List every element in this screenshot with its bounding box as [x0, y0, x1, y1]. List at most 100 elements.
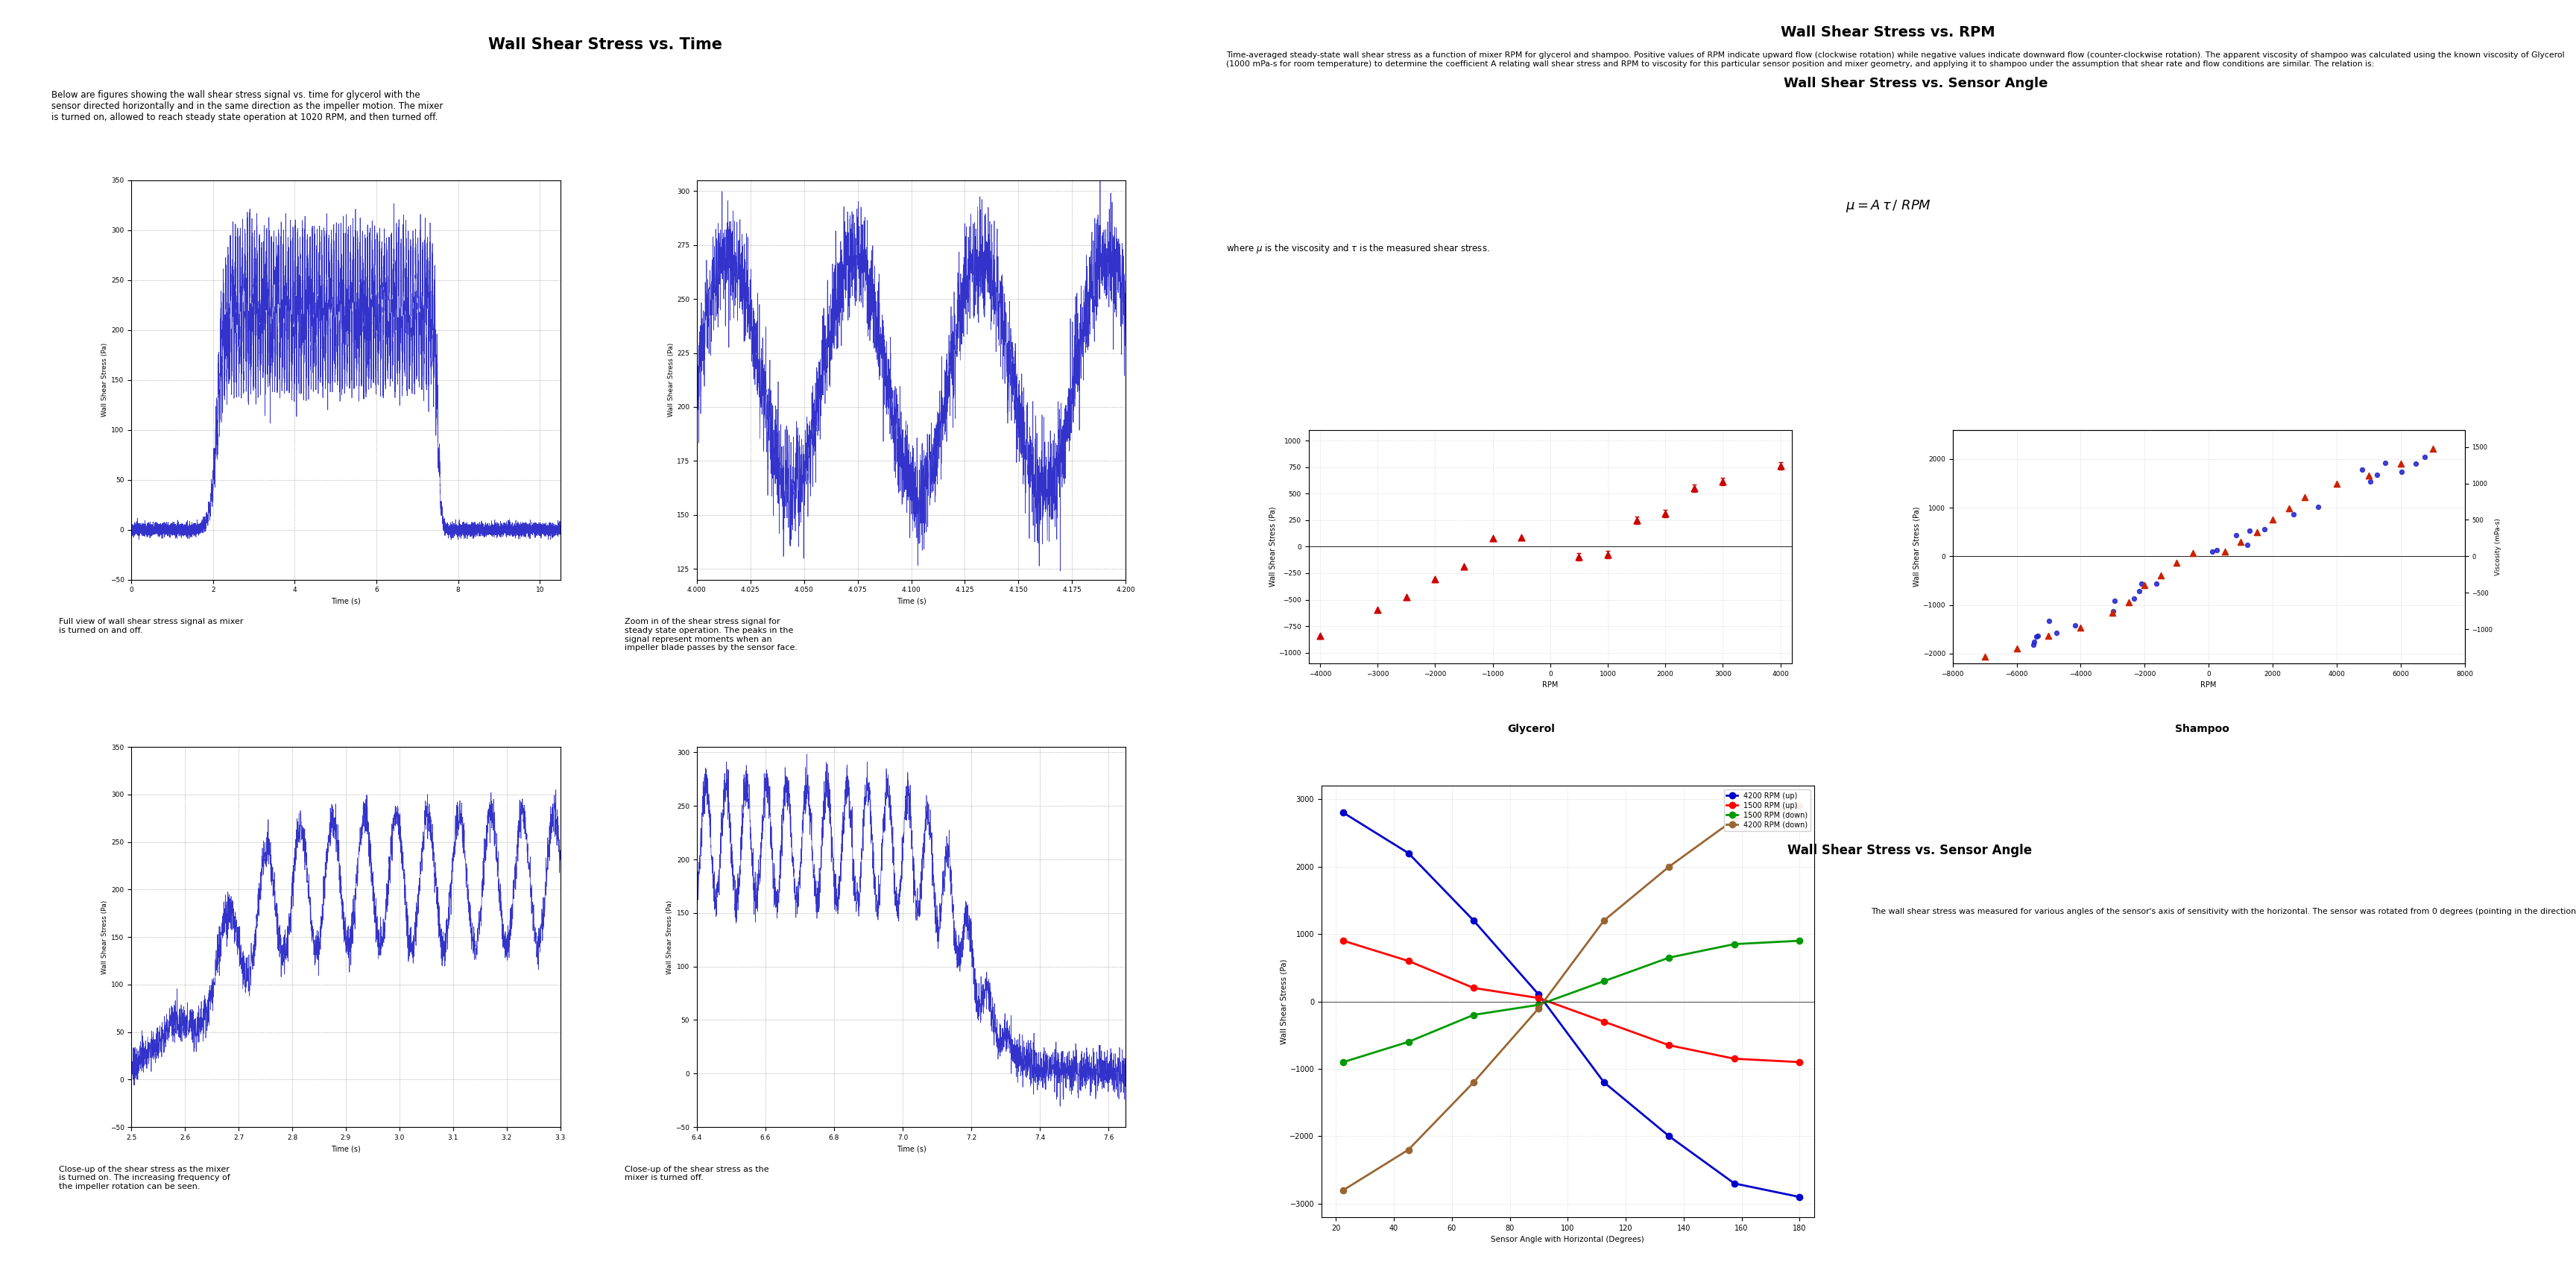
- 4200 RPM (down): [1327, 1182, 1358, 1198]
- Text: Wall Shear Stress vs. Sensor Angle: Wall Shear Stress vs. Sensor Angle: [1783, 77, 2048, 90]
- Point: [1615, 510, 1656, 531]
- 4200 RPM (up): [1394, 845, 1425, 860]
- Point: [2035, 622, 2076, 643]
- Text: Zoom in of the shear stress signal for
steady state operation. The peaks in the
: Zoom in of the shear stress signal for s…: [623, 618, 799, 652]
- Text: Wall Shear Stress vs. RPM: Wall Shear Stress vs. RPM: [1780, 26, 1996, 39]
- Point: [2226, 535, 2267, 555]
- Point: [1703, 471, 1744, 492]
- 1500 RPM (down): [1718, 936, 1749, 952]
- Point: [2192, 541, 2233, 562]
- Point: [2136, 573, 2177, 594]
- Point: [2172, 542, 2213, 563]
- Point: [2061, 618, 2102, 639]
- 1500 RPM (down): [1394, 1034, 1425, 1050]
- Point: [2027, 626, 2069, 647]
- Point: [2244, 519, 2285, 540]
- Y-axis label: Wall Shear Stress (Pa): Wall Shear Stress (Pa): [667, 900, 672, 974]
- 4200 RPM (down): [1394, 1142, 1425, 1158]
- 1500 RPM (up): [1458, 980, 1489, 996]
- 4200 RPM (up): [1654, 1128, 1685, 1144]
- Line: 1500 RPM (up): 1500 RPM (up): [1340, 938, 1803, 1065]
- Point: [2125, 574, 2166, 595]
- Point: [2195, 540, 2236, 560]
- Line: 1500 RPM (down): 1500 RPM (down): [1340, 938, 1803, 1065]
- 1500 RPM (down): [1327, 1055, 1358, 1070]
- Point: [2298, 497, 2339, 518]
- X-axis label: Time (s): Time (s): [330, 598, 361, 605]
- 4200 RPM (up): [1522, 987, 1553, 1002]
- Point: [2094, 590, 2136, 611]
- 1500 RPM (up): [1718, 1051, 1749, 1066]
- 4200 RPM (down): [1589, 913, 1620, 929]
- 4200 RPM (down): [1522, 1001, 1553, 1016]
- Text: Below are figures showing the wall shear stress signal vs. time for glycerol wit: Below are figures showing the wall shear…: [52, 90, 443, 122]
- Text: The wall shear stress was measured for various angles of the sensor's axis of se: The wall shear stress was measured for v…: [1870, 908, 2576, 916]
- Point: [1443, 556, 1484, 577]
- Legend: 4200 RPM (up), 1500 RPM (up), 1500 RPM (down), 4200 RPM (down): 4200 RPM (up), 1500 RPM (up), 1500 RPM (…: [1723, 790, 1811, 832]
- Line: 4200 RPM (up): 4200 RPM (up): [1340, 810, 1803, 1200]
- Point: [2012, 634, 2053, 654]
- X-axis label: Sensor Angle with Horizontal (Degrees): Sensor Angle with Horizontal (Degrees): [1492, 1236, 1643, 1243]
- Y-axis label: Wall Shear Stress (Pa): Wall Shear Stress (Pa): [1270, 506, 1278, 587]
- Point: [1386, 586, 1427, 607]
- X-axis label: Time (s): Time (s): [896, 1145, 927, 1153]
- Point: [1759, 456, 1801, 477]
- Point: [2107, 592, 2148, 613]
- up-tri: [2349, 465, 2391, 486]
- Point: [2156, 553, 2197, 573]
- Point: [1414, 569, 1455, 590]
- Point: [2120, 573, 2161, 594]
- Text: Time-averaged steady-state wall shear stress as a function of mixer RPM for glyc: Time-averaged steady-state wall shear st…: [1226, 52, 2566, 68]
- up-tri: [2316, 473, 2357, 493]
- Point: [2342, 460, 2383, 480]
- X-axis label: Time (s): Time (s): [330, 1145, 361, 1153]
- 4200 RPM (down): [1458, 1074, 1489, 1090]
- 1500 RPM (up): [1327, 933, 1358, 948]
- 4200 RPM (down): [1785, 799, 1816, 814]
- 1500 RPM (down): [1654, 949, 1685, 965]
- Point: [2365, 452, 2406, 473]
- Point: [1502, 527, 1543, 547]
- 1500 RPM (up): [1785, 1055, 1816, 1070]
- Point: [2215, 526, 2257, 546]
- Y-axis label: Wall Shear Stress (Pa): Wall Shear Stress (Pa): [100, 343, 108, 417]
- Point: [2141, 565, 2182, 586]
- Y-axis label: Wall Shear Stress (Pa): Wall Shear Stress (Pa): [667, 343, 675, 417]
- Point: [2092, 603, 2133, 623]
- 1500 RPM (up): [1394, 953, 1425, 969]
- up-tri: [2205, 541, 2246, 562]
- Text: Full view of wall shear stress signal as mixer
is turned on and off.: Full view of wall shear stress signal as…: [59, 618, 245, 635]
- Point: [1674, 478, 1716, 498]
- up-tri: [2380, 453, 2421, 474]
- Point: [2117, 581, 2159, 601]
- Point: [1471, 528, 1512, 549]
- 1500 RPM (up): [1522, 990, 1553, 1006]
- Y-axis label: Wall Shear Stress (Pa): Wall Shear Stress (Pa): [100, 900, 108, 974]
- Text: Glycerol: Glycerol: [1507, 724, 1556, 734]
- 1500 RPM (down): [1589, 974, 1620, 989]
- Point: [1358, 599, 1399, 620]
- up-tri: [2251, 510, 2293, 531]
- 1500 RPM (down): [1522, 997, 1553, 1012]
- Point: [2396, 453, 2437, 474]
- Text: Close-up of the shear stress as the
mixer is turned off.: Close-up of the shear stress as the mixe…: [623, 1166, 770, 1182]
- Point: [2027, 611, 2069, 631]
- Point: [2357, 465, 2398, 486]
- 1500 RPM (down): [1458, 1007, 1489, 1023]
- 4200 RPM (down): [1654, 859, 1685, 875]
- Point: [2014, 631, 2056, 652]
- 4200 RPM (up): [1458, 913, 1489, 929]
- Point: [1973, 656, 2014, 676]
- Point: [2017, 626, 2058, 647]
- Point: [1643, 504, 1685, 524]
- Point: [2272, 505, 2313, 526]
- Point: [2403, 447, 2445, 468]
- Y-axis label: Viscosity (mPa-s): Viscosity (mPa-s): [2496, 518, 2501, 576]
- 4200 RPM (up): [1589, 1074, 1620, 1090]
- Point: [2115, 589, 2156, 609]
- Point: [1298, 626, 1340, 647]
- Point: [2380, 461, 2421, 482]
- Point: [2228, 520, 2269, 541]
- Point: [2092, 600, 2133, 621]
- Text: Close-up of the shear stress as the mixer
is turned on. The increasing frequency: Close-up of the shear stress as the mixe…: [59, 1166, 229, 1190]
